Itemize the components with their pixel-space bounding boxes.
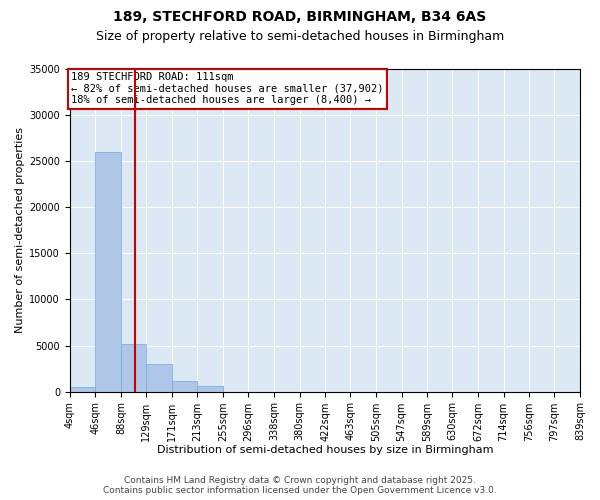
X-axis label: Distribution of semi-detached houses by size in Birmingham: Distribution of semi-detached houses by … (157, 445, 493, 455)
Text: 189, STECHFORD ROAD, BIRMINGHAM, B34 6AS: 189, STECHFORD ROAD, BIRMINGHAM, B34 6AS (113, 10, 487, 24)
Text: Contains HM Land Registry data © Crown copyright and database right 2025.
Contai: Contains HM Land Registry data © Crown c… (103, 476, 497, 495)
Bar (172, 382, 197, 392)
Text: 189 STECHFORD ROAD: 111sqm
← 82% of semi-detached houses are smaller (37,902)
18: 189 STECHFORD ROAD: 111sqm ← 82% of semi… (71, 72, 383, 106)
Y-axis label: Number of semi-detached properties: Number of semi-detached properties (15, 128, 25, 334)
Bar (146, 364, 172, 392)
Bar (70, 387, 95, 392)
Bar (95, 152, 121, 392)
Bar (121, 344, 146, 392)
Bar (197, 386, 223, 392)
Text: Size of property relative to semi-detached houses in Birmingham: Size of property relative to semi-detach… (96, 30, 504, 43)
